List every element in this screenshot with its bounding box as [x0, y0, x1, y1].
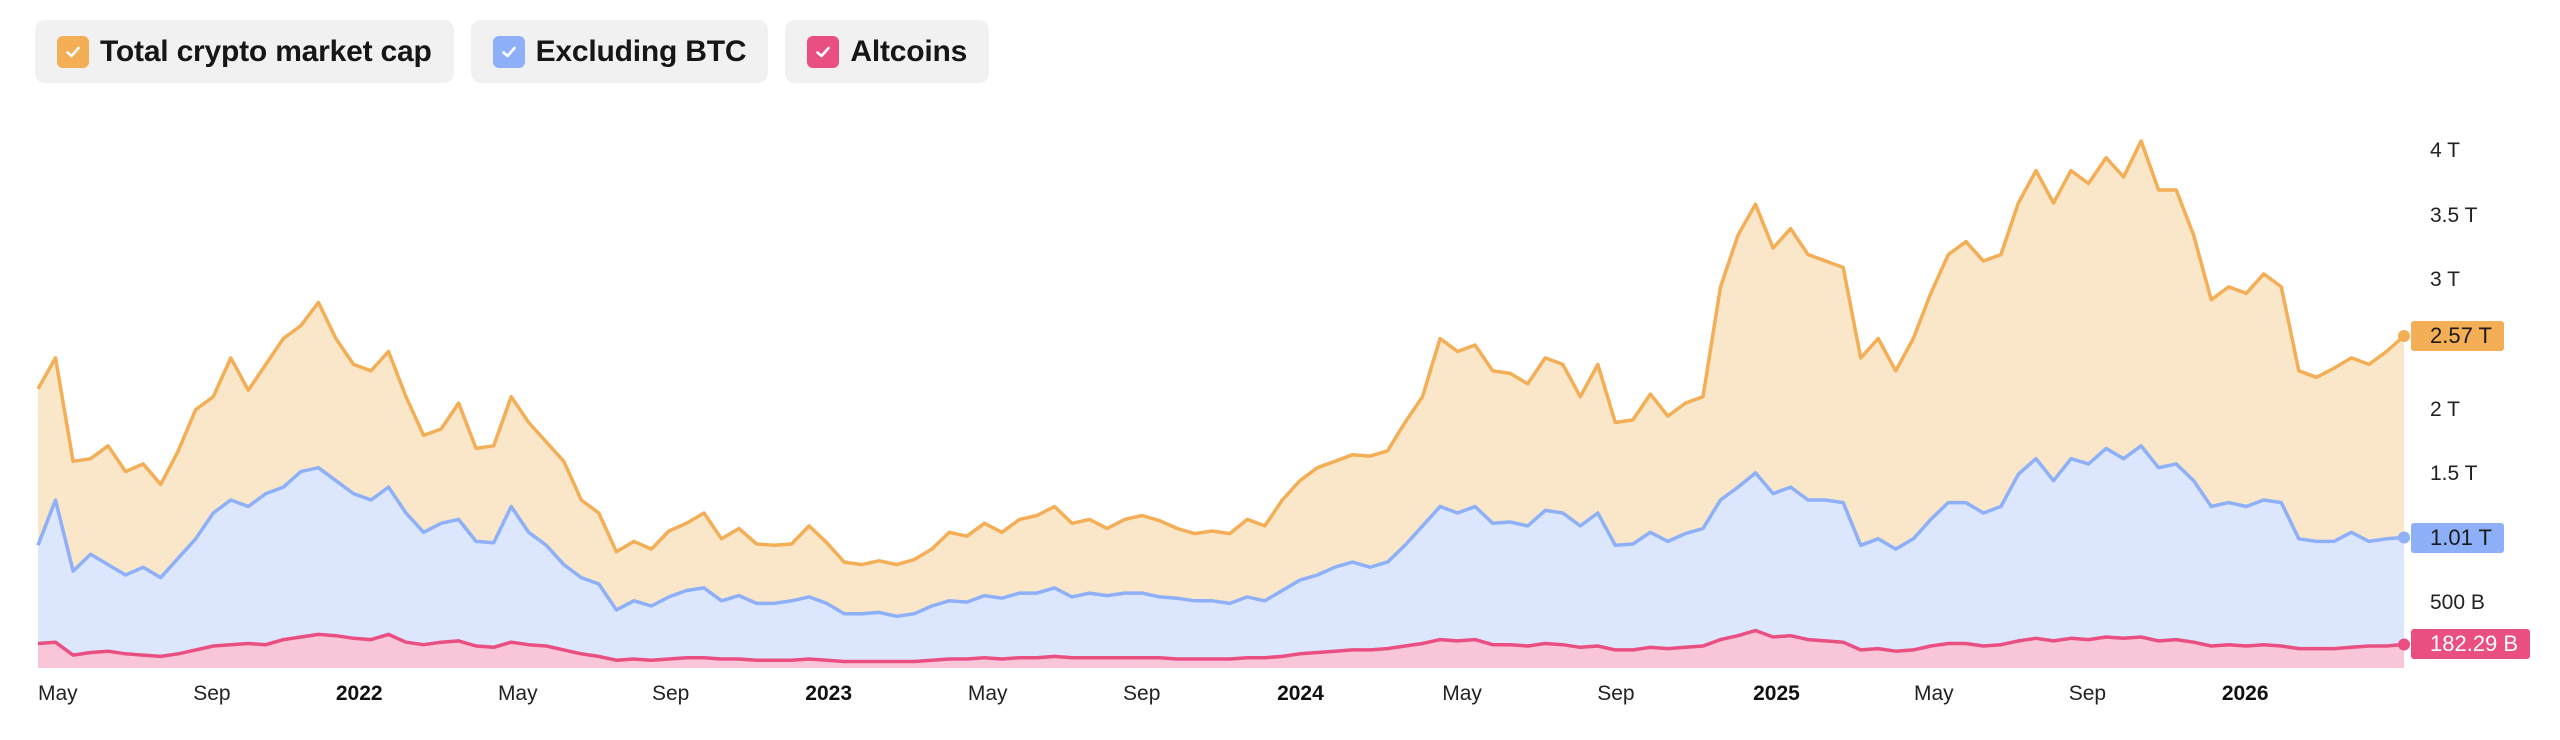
chart-areas — [38, 140, 2404, 668]
legend-label: Altcoins — [850, 34, 968, 68]
x-tick-label: Sep — [1123, 682, 1161, 705]
y-tick-label: 1.5 T — [2430, 462, 2478, 486]
legend-toggle-total-market-cap[interactable]: Total crypto market cap — [35, 20, 454, 83]
x-tick-label: May — [1442, 682, 1482, 705]
checkbox-excluding-btc[interactable] — [492, 35, 525, 68]
series-excluding-btc-line — [36, 444, 2405, 619]
y-tick-label: 3.5 T — [2430, 203, 2478, 227]
check-icon — [816, 46, 831, 57]
check-icon — [66, 46, 80, 57]
legend-label: Excluding BTC — [535, 34, 747, 68]
current-value-badge-altcoins: 182.29 B — [2411, 629, 2531, 660]
legend-toggle-altcoins[interactable]: Altcoins — [785, 20, 990, 83]
legend: Total crypto market cap Excluding BTC Al… — [35, 20, 990, 83]
checkbox-altcoins[interactable] — [807, 35, 840, 68]
x-tick-label: 2026 — [2221, 682, 2269, 705]
x-tick-label: Sep — [651, 682, 690, 705]
series-total-market-cap-line — [36, 139, 2406, 567]
x-tick-label: 2023 — [805, 682, 852, 705]
y-tick-label: 500 B — [2430, 591, 2485, 615]
x-tick-label: Sep — [2068, 682, 2107, 705]
x-tick-label: Sep — [1597, 682, 1635, 705]
legend-toggle-excluding-btc[interactable]: Excluding BTC — [470, 20, 769, 83]
series-excluding-btc-last-dot — [2398, 531, 2410, 544]
x-tick-label: Sep — [193, 682, 231, 705]
x-tick-label: 2022 — [335, 682, 383, 705]
check-icon — [501, 46, 516, 57]
legend-label: Total crypto market cap — [100, 34, 432, 68]
series-altcoins-line — [37, 628, 2405, 664]
last-value-dots — [2398, 329, 2410, 651]
x-tick-label: 2025 — [1753, 682, 1800, 705]
x-tick-label: May — [497, 682, 538, 705]
y-tick-label: 4 T — [2430, 139, 2460, 163]
x-tick-label: May — [38, 682, 78, 705]
checkbox-total-market-cap[interactable] — [57, 35, 89, 68]
chart-lines — [36, 139, 2406, 664]
x-tick-label: 2024 — [1277, 682, 1324, 705]
current-value-badge-excluding-btc: 1.01 T — [2411, 522, 2504, 553]
series-altcoins-area — [38, 630, 2404, 668]
current-value-badge-total: 2.57 T — [2411, 320, 2504, 351]
series-total-market-cap-last-dot — [2398, 329, 2410, 342]
y-tick-label: 2 T — [2430, 397, 2460, 421]
y-tick-label: 3 T — [2430, 268, 2460, 292]
x-tick-label: May — [967, 682, 1008, 705]
series-altcoins-last-dot — [2398, 638, 2410, 651]
x-tick-label: May — [1914, 682, 1954, 705]
